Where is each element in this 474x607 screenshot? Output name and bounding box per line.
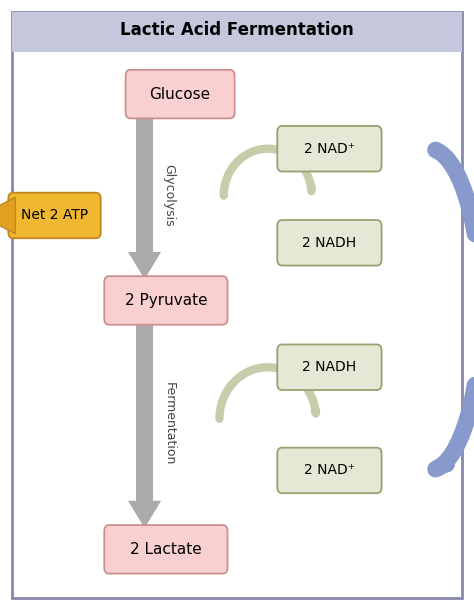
FancyBboxPatch shape bbox=[277, 345, 382, 390]
FancyBboxPatch shape bbox=[277, 220, 382, 266]
Polygon shape bbox=[128, 252, 161, 279]
Text: 2 NAD⁺: 2 NAD⁺ bbox=[304, 463, 355, 478]
Text: 2 NAD⁺: 2 NAD⁺ bbox=[304, 141, 355, 156]
FancyBboxPatch shape bbox=[277, 448, 382, 493]
Text: Fermentation: Fermentation bbox=[163, 382, 175, 465]
FancyBboxPatch shape bbox=[12, 12, 462, 598]
Text: Glucose: Glucose bbox=[150, 87, 210, 101]
FancyBboxPatch shape bbox=[104, 525, 228, 574]
FancyBboxPatch shape bbox=[136, 112, 153, 252]
FancyBboxPatch shape bbox=[104, 276, 228, 325]
Text: 2 NADH: 2 NADH bbox=[302, 360, 356, 375]
Text: Lactic Acid Fermentation: Lactic Acid Fermentation bbox=[120, 21, 354, 39]
FancyBboxPatch shape bbox=[9, 193, 100, 238]
FancyBboxPatch shape bbox=[136, 319, 153, 501]
Text: Net 2 ATP: Net 2 ATP bbox=[21, 208, 88, 223]
FancyBboxPatch shape bbox=[126, 70, 235, 118]
Text: Glycolysis: Glycolysis bbox=[163, 164, 175, 227]
FancyBboxPatch shape bbox=[277, 126, 382, 171]
Text: 2 NADH: 2 NADH bbox=[302, 236, 356, 250]
FancyBboxPatch shape bbox=[12, 12, 462, 52]
Polygon shape bbox=[128, 501, 161, 528]
Polygon shape bbox=[0, 197, 16, 234]
Text: 2 Pyruvate: 2 Pyruvate bbox=[125, 293, 207, 308]
Text: 2 Lactate: 2 Lactate bbox=[130, 542, 202, 557]
